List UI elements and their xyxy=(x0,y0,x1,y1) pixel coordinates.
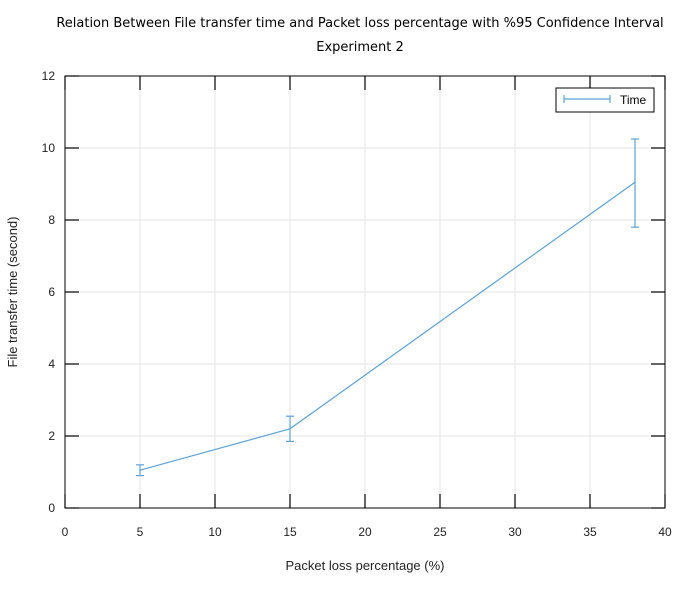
legend-swatch-time xyxy=(563,95,611,103)
x-tick-label: 15 xyxy=(283,525,297,539)
y-tick-label: 12 xyxy=(42,69,56,83)
x-tick-label: 5 xyxy=(137,525,144,539)
x-tick-label: 35 xyxy=(583,525,597,539)
axis-ticks xyxy=(64,75,666,509)
legend-box xyxy=(555,87,655,113)
x-tick-label: 30 xyxy=(508,525,522,539)
y-tick-label: 4 xyxy=(48,357,55,371)
series-layer xyxy=(136,138,639,477)
y-tick-label: 2 xyxy=(48,429,55,443)
x-axis-label: Packet loss percentage (%) xyxy=(286,558,445,573)
legend-label-time: Time xyxy=(620,93,647,107)
data-point xyxy=(634,181,636,183)
x-tick-labels: 0 5 10 15 20 25 30 35 40 xyxy=(62,525,672,539)
x-tick-label: 25 xyxy=(433,525,447,539)
x-tick-label: 10 xyxy=(208,525,222,539)
y-tick-label: 0 xyxy=(48,501,55,515)
error-bar xyxy=(286,415,294,442)
x-tick-label: 20 xyxy=(358,525,372,539)
data-point xyxy=(289,428,291,430)
error-bar xyxy=(136,464,144,477)
error-bar xyxy=(631,138,639,228)
y-tick-label: 8 xyxy=(48,213,55,227)
y-tick-labels: 0 2 4 6 8 10 12 xyxy=(42,69,56,515)
y-tick-label: 10 xyxy=(42,141,56,155)
legend: Time xyxy=(555,87,655,113)
y-axis-label: File transfer time (second) xyxy=(5,217,20,368)
chart-title: Relation Between File transfer time and … xyxy=(56,16,663,31)
grid-lines xyxy=(64,75,666,509)
chart-subtitle: Experiment 2 xyxy=(316,40,404,55)
x-tick-label: 0 xyxy=(62,525,69,539)
x-tick-label: 40 xyxy=(658,525,672,539)
y-tick-label: 6 xyxy=(48,285,55,299)
series-line-time xyxy=(139,181,636,471)
data-point xyxy=(139,469,141,472)
